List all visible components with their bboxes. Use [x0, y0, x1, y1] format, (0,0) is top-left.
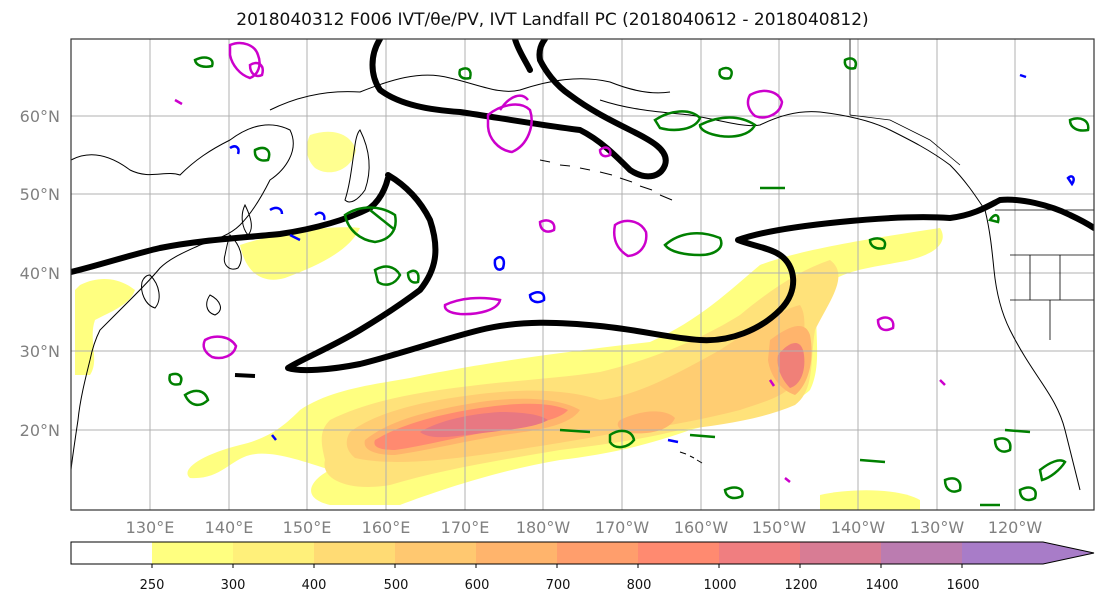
latitude-labels: 60°N 50°N 40°N 30°N 20°N [20, 107, 60, 440]
lon-label-130e: 130°E [126, 518, 175, 537]
alaska-coast [599, 99, 986, 211]
cbar-tick-1600: 1600 [946, 578, 979, 593]
aleutians [539, 159, 673, 201]
lon-label-170w: 170°W [595, 518, 650, 537]
colorbar-segment [719, 542, 800, 564]
colorbar-tick-labels: 250 300 400 500 600 700 800 1000 1200 14… [140, 578, 980, 593]
ivt-band-700-east [777, 342, 805, 388]
theta-e-blob [234, 373, 256, 378]
lat-label-20n: 20°N [20, 421, 60, 440]
ivt-band-250-north [306, 131, 356, 173]
colorbar-segment [962, 542, 1043, 564]
lat-label-50n: 50°N [20, 185, 60, 204]
lon-label-150w: 150°W [752, 518, 807, 537]
cbar-tick-700: 700 [546, 578, 571, 593]
colorbar-segment [152, 542, 233, 564]
lon-label-140e: 140°E [205, 518, 254, 537]
lon-label-140w: 140°W [831, 518, 886, 537]
korea-coast [141, 274, 160, 309]
colorbar-outline [70, 541, 1095, 565]
cbar-tick-500: 500 [384, 578, 409, 593]
kamchatka-coast [344, 129, 370, 203]
theta-e-north-tick [512, 39, 533, 73]
ivt-colorbar [70, 541, 1095, 568]
lat-label-40n: 40°N [20, 264, 60, 283]
borders [849, 39, 1094, 340]
lon-label-130w: 130°W [910, 518, 965, 537]
theta-e-line-west [71, 175, 391, 275]
colorbar-segment [395, 542, 476, 564]
lon-label-120w: 120°W [988, 518, 1043, 537]
colorbar-segment [314, 542, 395, 564]
landfall-pc-contours [174, 41, 946, 483]
colorbar-segment [233, 542, 314, 564]
ivt-band-500-mid [617, 411, 675, 434]
pv-positive-contours [168, 56, 1090, 507]
asia-coast [71, 124, 294, 471]
hawaii [679, 451, 703, 464]
cbar-tick-600: 600 [465, 578, 490, 593]
colorbar-segment [71, 542, 152, 564]
graticule [71, 39, 1094, 510]
cbar-tick-400: 400 [302, 578, 327, 593]
cbar-tick-1000: 1000 [703, 578, 736, 593]
colorbar-segment [557, 542, 638, 564]
colorbar-segment [800, 542, 881, 564]
lon-label-170e: 170°E [441, 518, 490, 537]
cbar-tick-1200: 1200 [784, 578, 817, 593]
ivt-band-250-se [820, 490, 920, 510]
pv-negative-contours [229, 73, 1075, 444]
lat-label-30n: 30°N [20, 342, 60, 361]
cbar-tick-800: 800 [627, 578, 652, 593]
colorbar-segment [638, 542, 719, 564]
theta-e-north-loop [369, 39, 669, 180]
lon-label-160w: 160°W [674, 518, 729, 537]
map-title: 2018040312 F006 IVT/θe/PV, IVT Landfall … [236, 10, 869, 30]
na-west-coast [984, 209, 1081, 491]
colorbar-segment [476, 542, 557, 564]
colorbar-extend-arrow [1043, 542, 1094, 564]
ivt-band-250-west [240, 227, 360, 280]
colorbar-segment [881, 542, 962, 564]
longitude-labels: 130°E 140°E 150°E 160°E 170°E 180°W 170°… [126, 518, 1043, 537]
coastlines [71, 74, 1081, 491]
theta-e-contours [71, 39, 1094, 374]
lat-label-60n: 60°N [20, 107, 60, 126]
cbar-tick-1400: 1400 [865, 578, 898, 593]
cbar-tick-250: 250 [140, 578, 165, 593]
cbar-tick-300: 300 [221, 578, 246, 593]
theta-e-loop [285, 172, 1094, 374]
lon-label-160e: 160°E [362, 518, 411, 537]
lon-label-150e: 150°E [283, 518, 332, 537]
lon-label-180w: 180°W [516, 518, 571, 537]
siberia-north-coast [269, 74, 671, 111]
ivt-band-800-core [420, 412, 548, 438]
